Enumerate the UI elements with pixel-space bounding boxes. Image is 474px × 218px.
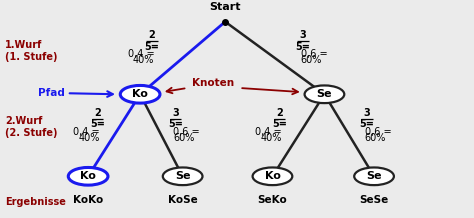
Text: 0,6 =: 0,6 = (365, 126, 391, 136)
Circle shape (68, 167, 108, 185)
Text: 3: 3 (300, 30, 307, 40)
Text: Se: Se (317, 89, 332, 99)
Text: 1.Wurf
(1. Stufe): 1.Wurf (1. Stufe) (5, 40, 58, 62)
Text: 60%: 60% (365, 133, 386, 143)
Circle shape (305, 85, 344, 103)
Text: 60%: 60% (173, 133, 194, 143)
Text: 2: 2 (276, 108, 283, 118)
Text: 40%: 40% (133, 55, 155, 65)
Text: 0,6 =: 0,6 = (173, 126, 200, 136)
Text: 0,4 =: 0,4 = (255, 126, 282, 136)
Text: Ko: Ko (80, 171, 96, 181)
Text: Se: Se (175, 171, 191, 181)
Text: 0,6 =: 0,6 = (301, 49, 328, 59)
Text: 5=: 5= (360, 119, 374, 129)
Text: Pfad: Pfad (37, 88, 64, 98)
Text: 0,4 =: 0,4 = (73, 126, 100, 136)
Text: 2: 2 (148, 30, 155, 40)
Text: 5=: 5= (168, 119, 183, 129)
Text: SeSe: SeSe (359, 195, 389, 205)
Circle shape (253, 167, 292, 185)
Text: Knoten: Knoten (192, 78, 235, 88)
Text: SeKo: SeKo (257, 195, 287, 205)
Text: Ko: Ko (264, 171, 281, 181)
Circle shape (120, 85, 160, 103)
Text: 60%: 60% (301, 55, 322, 65)
Text: 2: 2 (94, 108, 101, 118)
Text: 5=: 5= (296, 42, 310, 51)
Text: 5=: 5= (272, 119, 287, 129)
Text: KoKo: KoKo (73, 195, 103, 205)
Text: Se: Se (366, 171, 382, 181)
Text: 2.Wurf
(2. Stufe): 2.Wurf (2. Stufe) (5, 116, 58, 138)
Text: Ergebnisse: Ergebnisse (5, 197, 66, 206)
Circle shape (354, 167, 394, 185)
Circle shape (163, 167, 202, 185)
Text: 3: 3 (172, 108, 179, 118)
Text: 40%: 40% (79, 133, 100, 143)
Text: Ko: Ko (132, 89, 148, 99)
Text: 5=: 5= (90, 119, 105, 129)
Text: 0,4 =: 0,4 = (128, 49, 155, 59)
Text: 5=: 5= (145, 42, 159, 51)
Text: Start: Start (210, 2, 241, 12)
Text: KoSe: KoSe (168, 195, 198, 205)
Text: 3: 3 (364, 108, 370, 118)
Text: 40%: 40% (261, 133, 282, 143)
